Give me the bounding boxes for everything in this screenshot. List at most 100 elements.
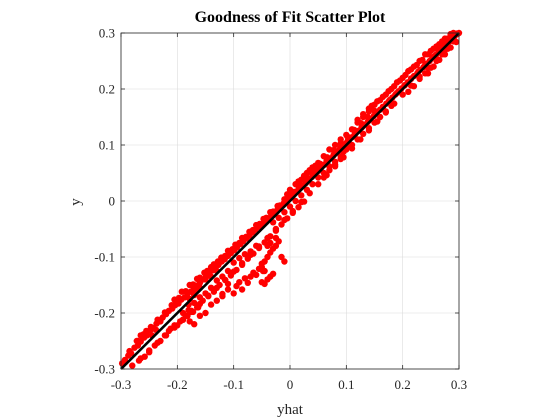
data-point-315 — [343, 131, 350, 139]
data-point-379 — [284, 191, 291, 198]
data-point-364 — [281, 209, 288, 216]
data-point-225 — [371, 107, 378, 115]
data-point-372 — [157, 318, 164, 325]
data-point-261 — [230, 290, 237, 297]
data-point-206 — [242, 233, 250, 240]
x-tick-labels: -0.3 -0.2 -0.1 0 0.1 0.2 0.3 — [111, 377, 467, 392]
data-point-400 — [196, 294, 204, 301]
data-point-360 — [303, 186, 311, 193]
data-point-363 — [286, 203, 294, 210]
data-point-390 — [253, 242, 260, 249]
data-point-386 — [331, 161, 339, 168]
data-point-252 — [161, 332, 169, 339]
data-point-253 — [167, 325, 174, 332]
data-point-285 — [258, 263, 265, 271]
data-point-197 — [178, 288, 185, 295]
y-tick-label-6: 0.3 — [99, 26, 115, 41]
data-point-410 — [385, 88, 392, 95]
y-tick-label-0: -0.3 — [94, 362, 115, 377]
data-point-337 — [405, 88, 412, 96]
data-point-383 — [312, 162, 319, 169]
data-point-405 — [360, 111, 367, 118]
data-point-250 — [300, 198, 308, 205]
data-point-407 — [368, 102, 375, 110]
data-point-414 — [407, 66, 415, 73]
data-point-116 — [168, 302, 175, 309]
data-point-404 — [354, 116, 361, 124]
data-point-199 — [193, 275, 201, 282]
data-point-387 — [337, 155, 344, 163]
data-point-296 — [202, 276, 209, 283]
data-point-203 — [222, 252, 229, 260]
data-point-359 — [309, 181, 316, 188]
data-point-403 — [179, 309, 187, 317]
data-point-239 — [238, 261, 246, 268]
data-point-269 — [253, 271, 260, 279]
data-point-202 — [214, 258, 222, 265]
data-point-357 — [320, 169, 327, 177]
data-point-255 — [179, 316, 187, 323]
data-point-396 — [219, 273, 226, 280]
data-point-314 — [337, 136, 344, 143]
data-point-245 — [272, 227, 280, 234]
data-point-208 — [256, 220, 263, 228]
data-point-264 — [238, 286, 246, 293]
data-point-369 — [143, 327, 150, 335]
data-point-260 — [224, 286, 232, 293]
data-point-409 — [379, 93, 387, 101]
chart-title: Goodness of Fit Scatter Plot — [195, 9, 386, 26]
data-point-205 — [236, 239, 243, 247]
data-point-411 — [391, 83, 398, 90]
data-point-375 — [135, 357, 143, 364]
data-point-347 — [376, 113, 384, 121]
data-point-422 — [430, 63, 437, 70]
data-point-382 — [306, 167, 313, 174]
data-point-115 — [161, 309, 169, 316]
data-point-304 — [213, 297, 220, 304]
data-point-368 — [137, 332, 144, 339]
data-point-394 — [230, 259, 237, 266]
data-point-238 — [233, 266, 240, 274]
x-tick-label-1: -0.2 — [167, 377, 188, 392]
data-point-423 — [436, 56, 443, 64]
data-point-244 — [267, 233, 274, 240]
data-point-198 — [186, 281, 193, 289]
data-point-349 — [365, 125, 373, 132]
data-point-338 — [410, 83, 418, 90]
data-point-391 — [247, 248, 254, 255]
data-point-305 — [219, 290, 226, 298]
data-point-421 — [424, 70, 432, 77]
data-point-301 — [196, 312, 204, 319]
data-point-395 — [224, 267, 232, 275]
x-tick-label-4: 0.1 — [338, 377, 354, 392]
data-point-398 — [207, 284, 215, 291]
data-point-263 — [236, 279, 243, 286]
data-point-266 — [244, 279, 251, 286]
data-point-289 — [269, 270, 277, 277]
data-point-312 — [326, 146, 333, 153]
data-point-209 — [263, 214, 270, 221]
data-point-393 — [236, 254, 243, 262]
data-point-402 — [185, 307, 192, 314]
y-tick-label-5: 0.2 — [99, 82, 115, 97]
y-tick-label-3: 0 — [109, 194, 116, 209]
data-point-381 — [300, 172, 308, 179]
data-point-207 — [249, 226, 256, 234]
data-point-345 — [388, 102, 395, 110]
data-point-384 — [320, 174, 327, 181]
y-tick-label-4: 0.1 — [99, 138, 115, 153]
x-tick-label-6: 0.3 — [451, 377, 467, 392]
data-point-380 — [295, 178, 302, 185]
data-point-306 — [224, 280, 232, 288]
data-point-302 — [202, 309, 209, 317]
x-tick-label-5: 0.2 — [395, 377, 411, 392]
data-point-157 — [129, 362, 136, 369]
data-point-254 — [174, 322, 181, 329]
data-point-339 — [416, 75, 423, 83]
data-point-281 — [272, 234, 280, 242]
data-point-374 — [141, 353, 148, 360]
data-point-303 — [207, 301, 215, 308]
data-point-392 — [241, 251, 249, 258]
data-point-316 — [348, 126, 356, 133]
